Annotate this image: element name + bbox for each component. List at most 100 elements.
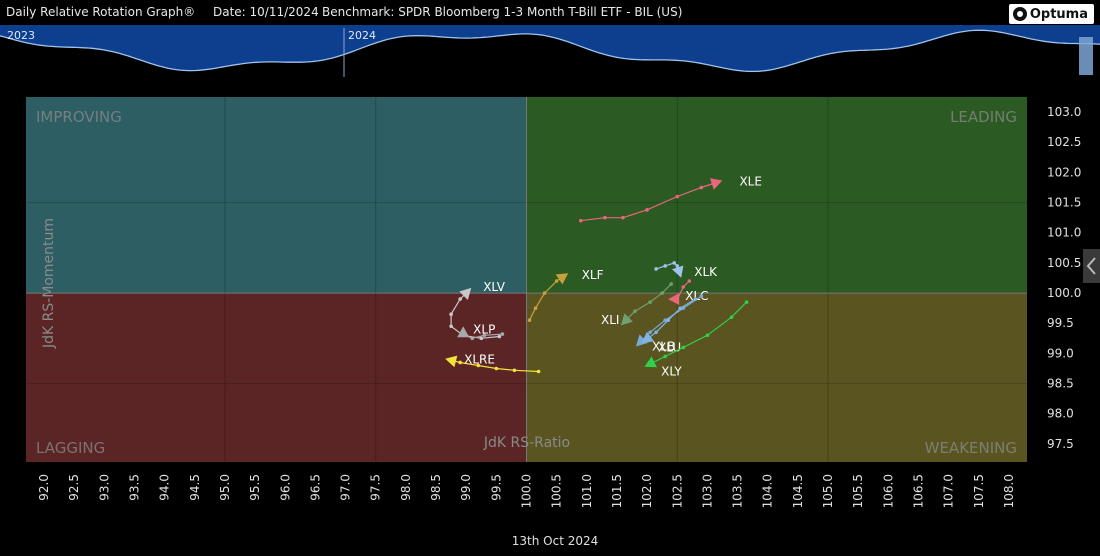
x-tick-label: 107.0 [942,474,956,508]
series-point [476,363,481,368]
timeline-handle[interactable] [1079,37,1093,75]
series-point [470,336,475,341]
x-tick-label: 95.5 [248,474,262,501]
y-axis-label: JdK RS-Momentum [41,218,57,349]
series-point [458,360,462,365]
chevron-left-icon[interactable] [1086,257,1096,275]
series-label: XLV [483,280,506,294]
chart-date: Date: 10/11/2024 [213,5,319,19]
series-point [449,312,453,316]
y-tick-label: 100.0 [1047,286,1081,300]
series-point [744,300,749,304]
quadrant-weakening [526,293,1027,462]
x-tick-label: 107.5 [972,474,986,508]
y-tick-label: 103.0 [1047,105,1081,119]
series-xlp[interactable]: XLP [457,322,505,341]
quadrant-layer [26,97,1027,462]
x-tick-labels: 92.0 92.5 93.0 93.5 94.0 94.5 95.0 95.5 96.0 96.5… [37,474,1016,508]
series-head [635,334,648,347]
series-head [445,355,458,368]
series-point [681,285,686,289]
x-tick-label: 102.0 [640,474,654,508]
x-tick-label: 97.0 [339,474,353,501]
series-point [654,267,658,271]
series-point [633,309,637,313]
y-tick-label: 99.0 [1047,346,1074,360]
series-label: XLK [694,265,718,279]
series-label: XLU [658,340,681,354]
series-point [699,185,704,190]
series-point [705,333,710,338]
series-xle[interactable]: XLE [578,174,762,223]
series-head [710,178,723,190]
series-point [449,324,453,329]
x-tick-label: 106.0 [881,474,895,508]
series-xlre[interactable]: XLRE [445,352,541,374]
series-head [641,331,655,344]
quadrant-label: LAGGING [36,439,105,457]
series-point [693,297,698,301]
grid-layer [26,97,1027,462]
y-tick-label: 101.0 [1047,226,1081,240]
x-tick-label: 108.0 [1002,474,1016,508]
series-point [479,336,484,341]
series-label: XLY [661,364,682,378]
x-tick-label: 105.0 [821,474,835,508]
series-label: XLI [601,313,619,327]
optuma-logo: Optuma [1008,4,1094,24]
series-head [459,287,472,300]
series-point [554,279,559,283]
quadrant-lagging [26,293,527,462]
optuma-logo-text: Optuma [1029,6,1088,22]
series-point [648,330,652,335]
series-head [457,326,470,338]
y-tick-label: 99.5 [1047,316,1074,330]
series-xlv[interactable]: XLV [449,280,506,341]
series-point [542,291,547,295]
series-point [687,279,692,283]
series-xlf[interactable]: XLF [527,268,604,323]
quadrant-leading [526,97,1027,294]
series-point [663,354,667,359]
series-point [578,218,583,223]
quadrant-improving [26,97,527,294]
x-tick-label: 103.5 [731,474,745,508]
x-tick-label: 100.5 [550,474,564,508]
series-point [458,297,462,301]
x-tick-label: 93.0 [97,474,111,501]
series-point [512,368,517,373]
x-tick-label: 96.5 [308,474,322,501]
series-tail [646,301,748,367]
quadrant-label-layer: IMPROVING LEADING LAGGING WEAKENING [36,108,1017,457]
quadrant-label: LEADING [950,108,1017,126]
x-tick-label: 94.0 [158,474,172,501]
side-panel-toggle[interactable] [1083,249,1100,283]
series-xlc[interactable]: XLC [668,279,709,306]
series-point [494,366,499,371]
series-head [644,356,657,368]
x-tick-label: 104.0 [761,474,775,508]
chart-title: Daily Relative Rotation Graph® [6,5,196,19]
series-xlu[interactable]: XLU [641,297,698,354]
series-point [660,291,664,295]
x-tick-label: 99.5 [489,474,503,501]
x-axis-label: JdK RS-Ratio [483,435,570,451]
x-tick-label: 106.5 [911,474,925,508]
x-tick-label: 95.0 [218,474,232,501]
series-xlk[interactable]: XLK [654,261,718,279]
timeline-year-label: 2023 [7,29,35,42]
series-label: XLB [652,339,675,353]
series-label: XLE [739,174,762,188]
series-point [678,306,683,310]
series-xly[interactable]: XLY [644,300,749,378]
quadrant-label: IMPROVING [36,108,122,126]
timeline-scroller[interactable]: 2023 2024 [0,25,1100,77]
y-tick-label: 97.5 [1047,437,1074,451]
series-point [669,282,674,286]
x-tick-label: 105.5 [851,474,865,508]
series-xli[interactable]: XLI [601,282,674,327]
y-tick-label: 98.5 [1047,377,1074,391]
series-label: XLP [473,322,495,336]
optuma-logo-icon [1012,7,1027,21]
